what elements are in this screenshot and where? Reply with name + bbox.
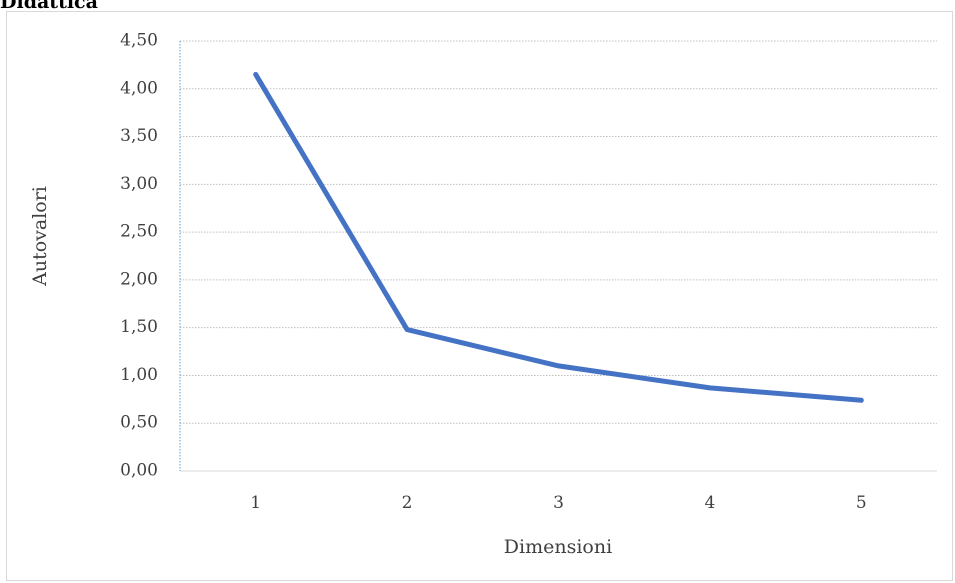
series-layer — [253, 71, 864, 403]
y-tick-label: 4,00 — [120, 78, 158, 98]
y-tick-label: 1,00 — [120, 365, 158, 385]
y-tick-label: 4,50 — [120, 31, 158, 51]
y-tick-label: 0,50 — [120, 413, 158, 433]
y-tick-label: 1,50 — [120, 317, 158, 337]
y-tick-label: 3,00 — [120, 174, 158, 194]
axes — [179, 41, 937, 472]
y-tick-label: 2,50 — [120, 222, 158, 242]
y-tick-label: 2,00 — [120, 269, 158, 289]
gridlines — [180, 40, 937, 424]
x-tick-labels: 1 2 3 4 5 — [250, 493, 866, 513]
x-tick-label: 2 — [402, 493, 413, 513]
document-heading: Didattica — [0, 0, 98, 13]
chart-area — [6, 11, 953, 581]
y-tick-label: 0,00 — [120, 461, 158, 481]
x-tick-label: 4 — [704, 493, 715, 513]
x-axis-title: Dimensioni — [504, 536, 612, 558]
x-tick-label: 1 — [250, 493, 261, 513]
y-tick-labels: 0,00 0,50 1,00 1,50 2,00 2,50 3,00 3,50 4,00 4,50 — [120, 31, 158, 481]
y-axis-title: Autovalori — [29, 186, 51, 287]
y-tick-label: 3,50 — [120, 126, 158, 146]
x-tick-label: 5 — [856, 493, 867, 513]
series-line — [253, 71, 864, 403]
x-tick-label: 3 — [553, 493, 564, 513]
